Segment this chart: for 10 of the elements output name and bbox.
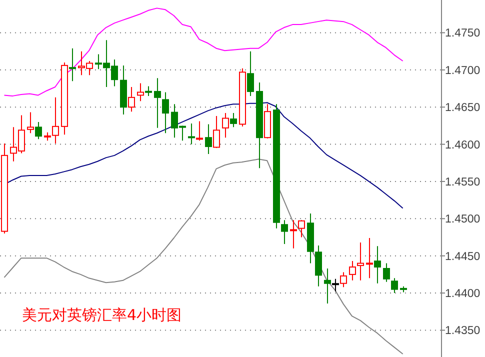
y-tick-label: 1.4450 (445, 250, 480, 263)
y-tick-label: 1.4500 (445, 214, 480, 226)
y-tick-label: 1.4600 (445, 139, 480, 152)
y-tick-label: 1.4350 (445, 325, 480, 338)
y-tick-label: 1.4400 (445, 288, 480, 300)
title: 美元对英镑汇率4小时图 (22, 306, 182, 324)
y-tick-label: 1.4550 (445, 176, 480, 188)
y-tick-label: 1.4700 (445, 64, 480, 77)
y-tick-label: 1.4650 (445, 102, 480, 114)
y-tick-label: 1.4750 (445, 28, 480, 40)
